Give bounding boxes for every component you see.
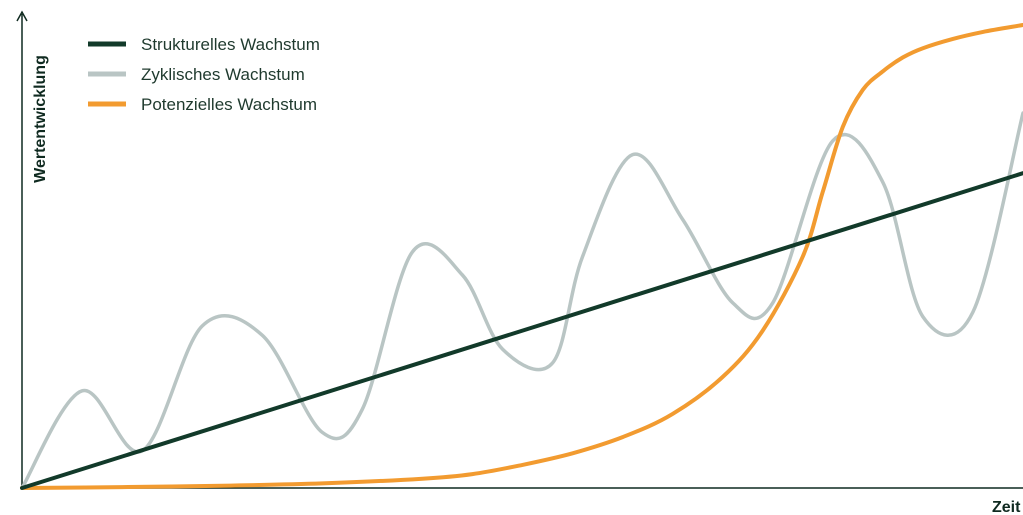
series-line-zyklisches-wachstum (20, 111, 1023, 490)
y-axis-title: Wertentwicklung (32, 55, 49, 183)
series-line-potenzielles-wachstum (20, 23, 1023, 490)
y-axis-arrow-icon (16, 10, 28, 22)
legend-label: Strukturelles Wachstum (141, 35, 320, 54)
legend-label: Zyklisches Wachstum (141, 65, 305, 84)
series-line-strukturelles-wachstum (20, 171, 1023, 490)
axes: Wertentwicklung Zeit (16, 10, 1023, 515)
series-layer (20, 23, 1023, 490)
x-axis-title: Zeit (992, 499, 1021, 515)
legend: Strukturelles Wachstum Zyklisches Wachstu… (88, 35, 320, 114)
legend-item: Zyklisches Wachstum (88, 65, 305, 84)
legend-label: Potenzielles Wachstum (141, 95, 317, 114)
legend-item: Potenzielles Wachstum (88, 95, 317, 114)
legend-item: Strukturelles Wachstum (88, 35, 320, 54)
